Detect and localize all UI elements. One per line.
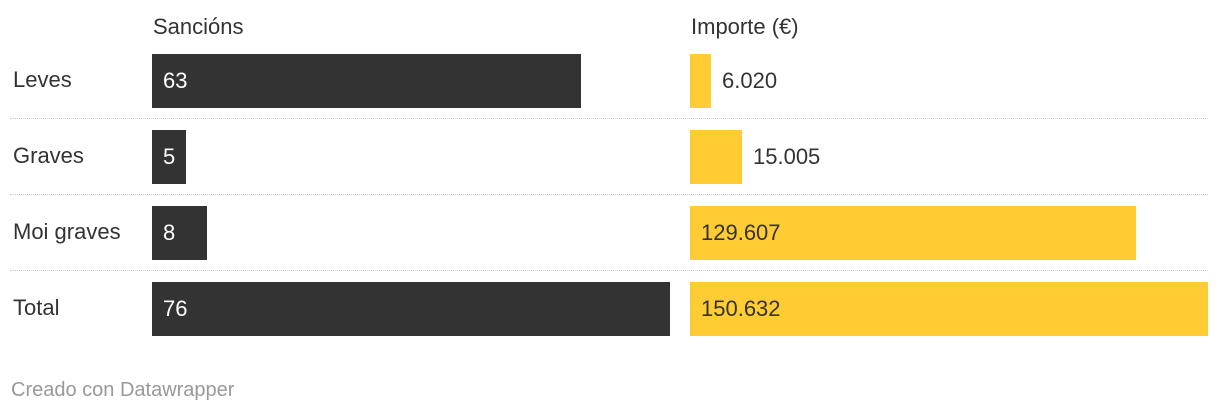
bar-value-label: 150.632 bbox=[701, 296, 781, 321]
datawrapper-credit: Creado con Datawrapper bbox=[11, 379, 235, 401]
row-label-total: Total bbox=[13, 295, 60, 320]
bar-importe bbox=[690, 54, 711, 108]
bar-value-label: 6.020 bbox=[722, 68, 778, 93]
row-label-leves: Leves bbox=[13, 67, 72, 92]
row-label-moi-graves: Moi graves bbox=[13, 219, 121, 244]
bar-sancions bbox=[152, 54, 581, 108]
bar-importe bbox=[690, 130, 742, 184]
bar-sancions bbox=[152, 282, 670, 336]
row-divider bbox=[10, 194, 1208, 195]
bar-sancions bbox=[152, 130, 186, 184]
bar-importe bbox=[690, 282, 1208, 336]
column-header-importe: Importe (€) bbox=[691, 14, 799, 39]
bar-value-label: 15.005 bbox=[753, 144, 821, 169]
bar-value-label: 5 bbox=[163, 144, 176, 169]
column-header-sancions: Sancións bbox=[153, 14, 244, 39]
bar-value-label: 8 bbox=[163, 220, 176, 245]
bar-sancions bbox=[152, 206, 207, 260]
row-label-graves: Graves bbox=[13, 143, 84, 168]
bar-value-label: 76 bbox=[163, 296, 188, 321]
bar-importe bbox=[690, 206, 1136, 260]
row-divider bbox=[10, 270, 1208, 271]
bar-value-label: 63 bbox=[163, 68, 188, 93]
row-divider bbox=[10, 118, 1208, 119]
bar-value-label: 129.607 bbox=[701, 220, 781, 245]
